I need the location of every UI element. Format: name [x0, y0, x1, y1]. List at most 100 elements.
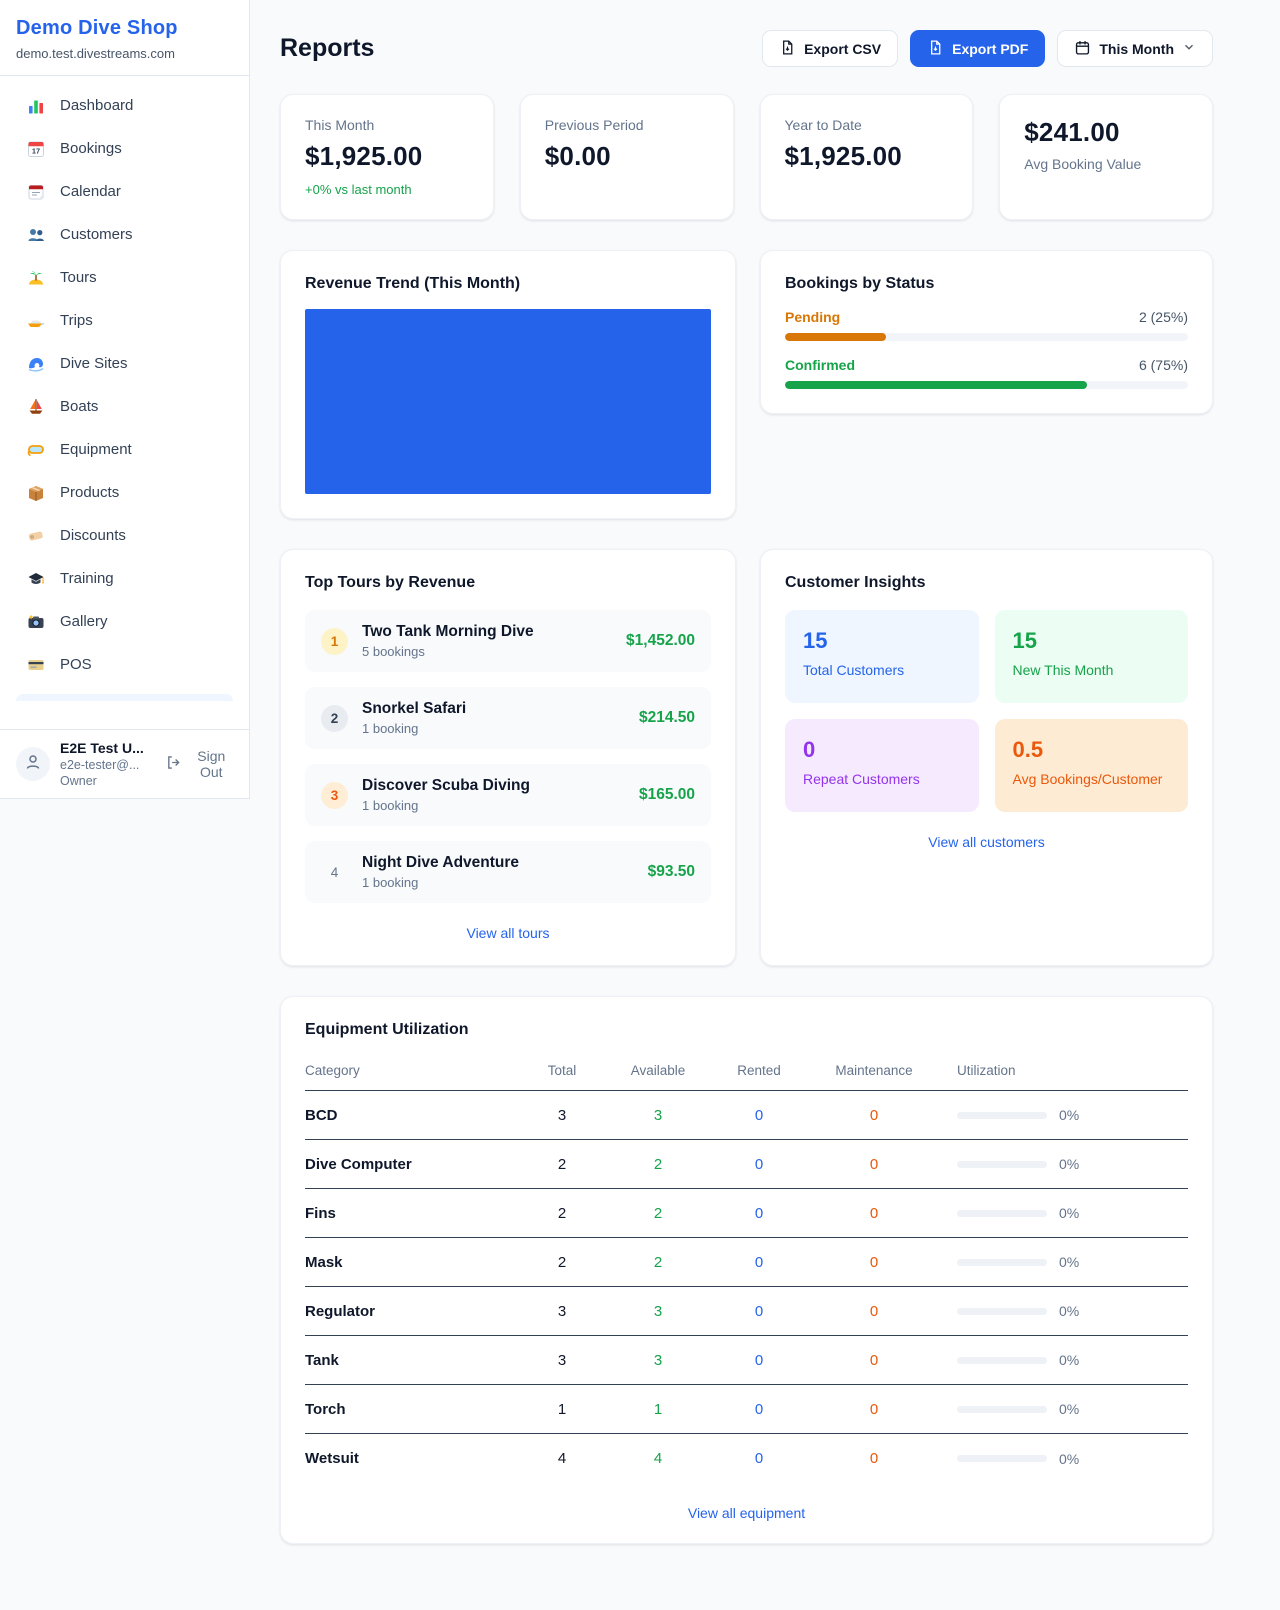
sidebar-item-pos[interactable]: POS	[0, 643, 249, 686]
utilization-bar	[957, 1405, 1047, 1413]
insight-value: 0.5	[1012, 737, 1044, 762]
sidebar-item-calendar[interactable]: Calendar	[0, 170, 249, 213]
sidebar-item-label: Trips	[60, 312, 93, 329]
equipment-total: 3	[557, 1302, 567, 1320]
tour-revenue: $1,452.00	[626, 632, 695, 649]
sidebar-item-customers[interactable]: Customers	[0, 213, 249, 256]
equipment-maintenance: 0	[869, 1106, 879, 1124]
equipment-total: 2	[557, 1155, 567, 1173]
sidebar-item-dashboard[interactable]: Dashboard	[0, 84, 249, 127]
stat-value: $1,925.00	[305, 141, 423, 171]
equipment-table: Category Total Available Rented Maintenance U…	[305, 1051, 1188, 1483]
tour-rank-badge: 2	[321, 704, 348, 732]
insight-box-avg-bookings-customer: 0.5 Avg Bookings/Customer	[994, 719, 1188, 812]
tour-bookings: 1 booking	[362, 721, 419, 736]
tag-icon	[26, 526, 46, 546]
sidebar-item-trips[interactable]: Trips	[0, 299, 249, 342]
equipment-category: BCD	[305, 1106, 338, 1124]
stat-label: Year to Date	[784, 117, 862, 133]
sidebar-nav: Dashboard 17 Bookings Calendar Customers Tour…	[0, 76, 249, 686]
utilization-percent: 0%	[1059, 1401, 1080, 1417]
sidebar-item-reports-active-indicator	[16, 694, 233, 701]
status-progress-bar	[785, 381, 1188, 389]
stat-value: $0.00	[544, 141, 611, 171]
sidebar-item-label: Dashboard	[60, 97, 134, 114]
file-download-icon	[779, 39, 796, 59]
equipment-maintenance: 0	[869, 1450, 879, 1467]
utilization-percent: 0%	[1059, 1450, 1080, 1467]
column-header-category: Category	[305, 1063, 360, 1078]
person-icon	[23, 752, 43, 777]
bookings-by-status-card: Bookings by Status Pending 2 (25%) Confirm…	[760, 250, 1213, 414]
equipment-row-wetsuit: Wetsuit 4 4 0 0 0%	[305, 1434, 1188, 1483]
equipment-available: 2	[653, 1204, 663, 1222]
view-all-customers-link[interactable]: View all customers	[928, 834, 1045, 850]
equipment-category: Mask	[305, 1253, 343, 1271]
tour-row-discover-scuba-diving: 3 Discover Scuba Diving 1 booking $165.00	[305, 764, 711, 826]
insight-box-total-customers: 15 Total Customers	[785, 610, 979, 703]
equipment-utilization-card: Equipment Utilization Category Total Avail…	[280, 996, 1213, 1544]
tour-rank-badge: 1	[321, 627, 348, 655]
insight-label: Repeat Customers	[803, 771, 920, 787]
view-all-equipment-link[interactable]: View all equipment	[687, 1505, 806, 1521]
equipment-total: 4	[557, 1450, 567, 1467]
equipment-table-header: Category Total Available Rented Maintenance U…	[305, 1051, 1188, 1091]
tour-rank-badge: 3	[321, 781, 348, 809]
dive-mask-icon	[26, 440, 46, 460]
equipment-rented: 0	[754, 1253, 764, 1271]
equipment-maintenance: 0	[869, 1400, 879, 1418]
revenue-trend-chart	[305, 309, 711, 494]
equipment-rented: 0	[754, 1450, 764, 1467]
status-row-pending: Pending 2 (25%)	[785, 309, 1188, 341]
sidebar-item-products[interactable]: Products	[0, 471, 249, 514]
sidebar-item-training[interactable]: Training	[0, 557, 249, 600]
sidebar-item-label: Tours	[60, 269, 97, 286]
utilization-bar	[957, 1356, 1047, 1364]
sidebar-item-bookings[interactable]: 17 Bookings	[0, 127, 249, 170]
period-dropdown[interactable]: This Month	[1057, 30, 1213, 67]
stat-label: This Month	[305, 117, 375, 133]
stats-row: This Month $1,925.00 +0% vs last month Prev…	[280, 94, 1213, 220]
stat-card-this-month: This Month $1,925.00 +0% vs last month	[280, 94, 494, 220]
sidebar-item-equipment[interactable]: Equipment	[0, 428, 249, 471]
sidebar-item-gallery[interactable]: Gallery	[0, 600, 249, 643]
credit-card-icon	[26, 655, 46, 675]
stat-card-avg-booking-value: $241.00 Avg Booking Value	[999, 94, 1213, 220]
brand-name: Demo Dive Shop	[16, 17, 178, 39]
sidebar-item-label: Boats	[60, 398, 99, 415]
export-pdf-button[interactable]: Export PDF	[910, 30, 1046, 67]
view-all-tours-link[interactable]: View all tours	[466, 925, 550, 941]
export-csv-button[interactable]: Export CSV	[762, 30, 899, 67]
utilization-bar	[957, 1209, 1047, 1217]
page-header: Reports Export CSV Export PDF This Month	[280, 30, 1213, 67]
revenue-trend-card: Revenue Trend (This Month)	[280, 250, 736, 519]
tour-name: Two Tank Morning Dive	[362, 623, 534, 640]
stat-card-previous-period: Previous Period $0.00	[519, 94, 734, 220]
tour-revenue: $93.50	[647, 863, 695, 880]
user-footer: E2E Test U... e2e-tester@... Owner Sign …	[0, 729, 249, 798]
stat-delta: +0% vs last month	[305, 182, 412, 197]
sidebar-item-boats[interactable]: Boats	[0, 385, 249, 428]
utilization-bar	[957, 1455, 1047, 1462]
insight-value: 15	[803, 628, 828, 653]
equipment-available: 4	[653, 1450, 663, 1467]
island-icon	[26, 268, 46, 288]
wave-icon	[26, 354, 46, 374]
tour-name: Snorkel Safari	[362, 700, 467, 717]
sidebar-item-dive-sites[interactable]: Dive Sites	[0, 342, 249, 385]
utilization-percent: 0%	[1059, 1352, 1080, 1368]
sidebar-item-tours[interactable]: Tours	[0, 256, 249, 299]
bookings-by-status-title: Bookings by Status	[785, 275, 935, 292]
equipment-total: 2	[557, 1204, 567, 1222]
charts-row: Revenue Trend (This Month) Bookings by S…	[280, 250, 1213, 519]
column-header-rented: Rented	[737, 1063, 781, 1078]
sidebar-item-discounts[interactable]: Discounts	[0, 514, 249, 557]
customer-insights-title: Customer Insights	[785, 574, 926, 591]
equipment-maintenance: 0	[869, 1351, 879, 1369]
equipment-category: Fins	[305, 1204, 336, 1222]
insight-label: Total Customers	[803, 662, 905, 678]
sign-out-button[interactable]: Sign Out	[165, 748, 235, 780]
sidebar-item-label: Gallery	[60, 613, 108, 630]
package-icon	[26, 483, 46, 503]
sidebar-item-label: Calendar	[60, 183, 121, 200]
